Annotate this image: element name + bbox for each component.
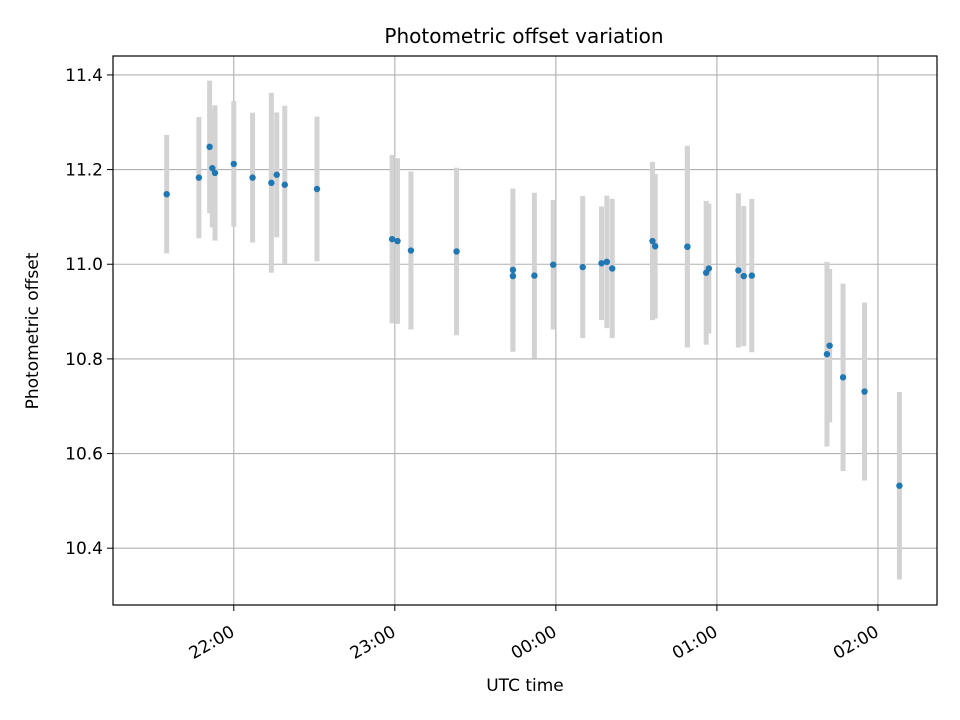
data-point: [249, 174, 256, 181]
data-point: [579, 263, 586, 271]
data-point: [684, 243, 691, 250]
data-point: [407, 247, 415, 254]
data-point: [268, 179, 275, 187]
data-point: [388, 235, 396, 243]
plot-frame: [112, 55, 938, 606]
data-point: [609, 265, 616, 272]
data-point: [740, 272, 747, 280]
data-point: [549, 261, 557, 268]
data-point: [273, 171, 280, 178]
data-point: [651, 243, 659, 250]
data-point: [896, 482, 903, 489]
y-tick-label: 11.2: [65, 161, 103, 181]
data-point: [649, 237, 656, 245]
data-point: [598, 260, 605, 267]
y-axis-title: Photometric offset: [23, 252, 43, 409]
data-point: [195, 174, 203, 181]
y-tick-label: 10.8: [65, 350, 103, 370]
y-tick-label: 11.0: [65, 255, 103, 275]
y-axis: 10.4 10.6 10.8 11.0 11.2 11.4: [65, 66, 113, 559]
data-point: [509, 272, 517, 280]
data-point: [163, 190, 170, 198]
data-point: [281, 181, 288, 188]
data-point: [603, 258, 611, 266]
data-point: [735, 267, 742, 274]
data-point: [861, 388, 868, 395]
y-tick-label: 10.4: [65, 539, 103, 559]
data-point: [206, 143, 213, 151]
data-point: [531, 272, 538, 279]
data-point: [209, 164, 216, 172]
data-point: [839, 374, 847, 381]
data-point: [453, 248, 460, 255]
data-points: [163, 143, 903, 489]
data-point: [211, 169, 219, 177]
data-point: [230, 160, 237, 168]
chart-title: Photometric offset variation: [384, 24, 663, 48]
data-point: [823, 350, 831, 358]
data-point: [313, 185, 321, 193]
grid-lines: [113, 56, 937, 605]
x-axis-title: UTC time: [486, 676, 564, 696]
data-point: [394, 237, 401, 245]
data-point: [705, 265, 713, 272]
data-point: [826, 342, 833, 349]
data-point: [509, 266, 517, 274]
data-point: [748, 272, 756, 279]
y-tick-label: 11.4: [65, 66, 103, 86]
y-tick-label: 10.6: [65, 445, 103, 465]
